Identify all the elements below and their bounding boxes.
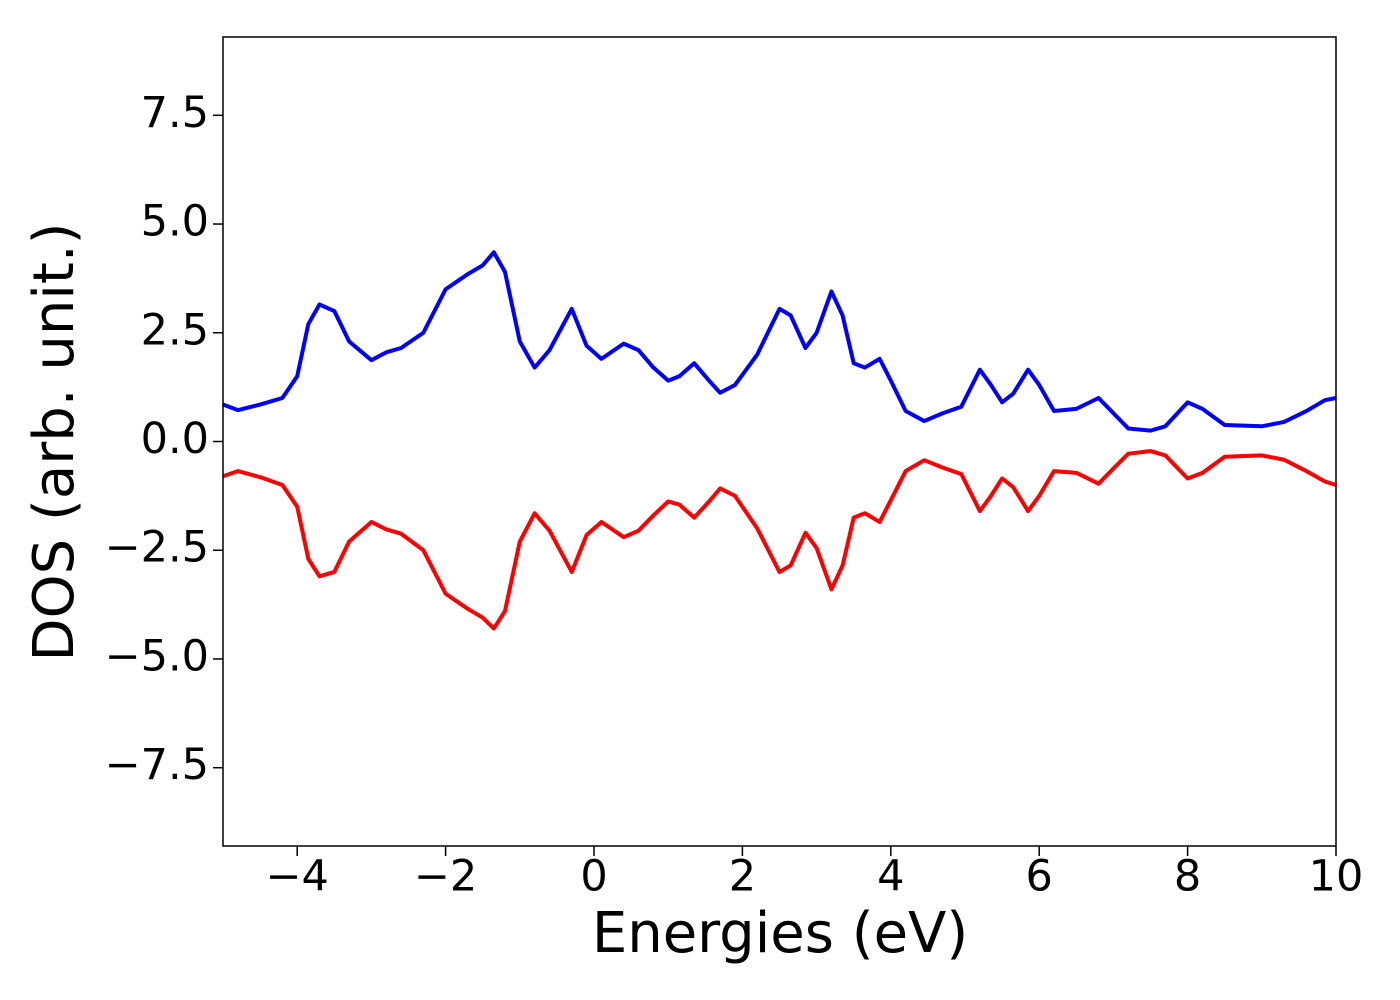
y-tick-label: −2.5 (105, 523, 209, 573)
y-tick-label: 0.0 (141, 414, 209, 464)
x-tick-label: 4 (877, 852, 904, 902)
line-series (222, 449, 1337, 631)
plot-frame (222, 36, 1337, 847)
line-series (222, 250, 1337, 433)
y-axis-label: DOS (arb. unit.) (22, 222, 87, 661)
x-axis-label: Energies (eV) (592, 901, 968, 966)
y-tick-label: 5.0 (141, 197, 209, 247)
x-tick-label: 10 (1309, 852, 1364, 902)
y-tick-label: 7.5 (141, 88, 209, 138)
y-tick-label: −5.0 (105, 631, 209, 681)
x-tick-label: 8 (1174, 852, 1201, 902)
x-tick-label: 0 (580, 852, 607, 902)
y-tick-label: 2.5 (141, 305, 209, 355)
x-tick-label: −2 (414, 852, 477, 902)
y-tick-label: −7.5 (105, 740, 209, 790)
x-tick-label: 2 (729, 852, 756, 902)
x-tick-label: 6 (1026, 852, 1053, 902)
x-tick-label: −4 (266, 852, 329, 902)
